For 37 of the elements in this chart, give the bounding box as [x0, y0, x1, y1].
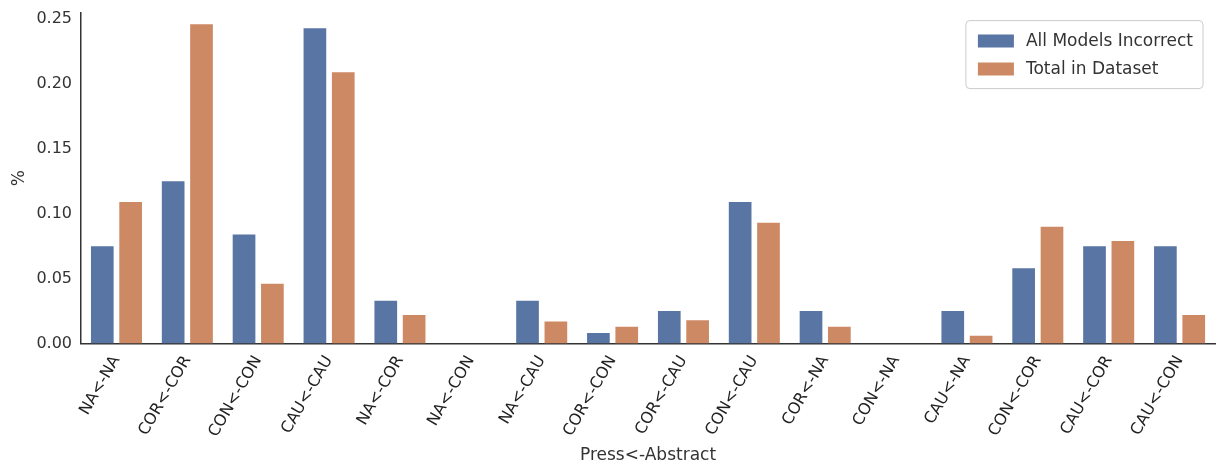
bar [757, 222, 780, 344]
bar [828, 326, 851, 344]
x-axis-title: Press<-Abstract [579, 444, 717, 465]
bar [119, 202, 142, 344]
bar [161, 181, 185, 344]
bar [1154, 246, 1177, 344]
bar [615, 326, 639, 344]
bar [1083, 246, 1106, 344]
bar [587, 333, 610, 344]
bar [1111, 240, 1135, 344]
y-tick-label: 0.05 [36, 267, 73, 287]
y-tick-label: 0.10 [36, 202, 73, 222]
bar [261, 283, 284, 344]
legend-label: All Models Incorrect [1025, 30, 1194, 51]
y-tick-label: 0.25 [36, 8, 73, 28]
y-tick-label: 0.00 [36, 332, 73, 352]
bar [941, 311, 965, 344]
bar [303, 28, 327, 344]
bar [190, 24, 213, 344]
bar [799, 311, 823, 344]
y-axis-title: % [7, 169, 28, 187]
bar [331, 72, 355, 344]
bar [728, 202, 752, 344]
bar [374, 300, 398, 344]
bar [402, 314, 426, 344]
bar [686, 320, 709, 344]
bar [544, 321, 568, 344]
bar [657, 311, 681, 344]
y-tick-label: 0.20 [36, 73, 73, 93]
legend-label: Total in Dataset [1024, 58, 1159, 79]
bar [1182, 314, 1206, 344]
bar [232, 234, 256, 344]
y-tick-label: 0.15 [36, 138, 73, 158]
bar [90, 246, 114, 344]
bar [1012, 268, 1035, 344]
bar [516, 300, 539, 344]
bar [1040, 226, 1064, 344]
